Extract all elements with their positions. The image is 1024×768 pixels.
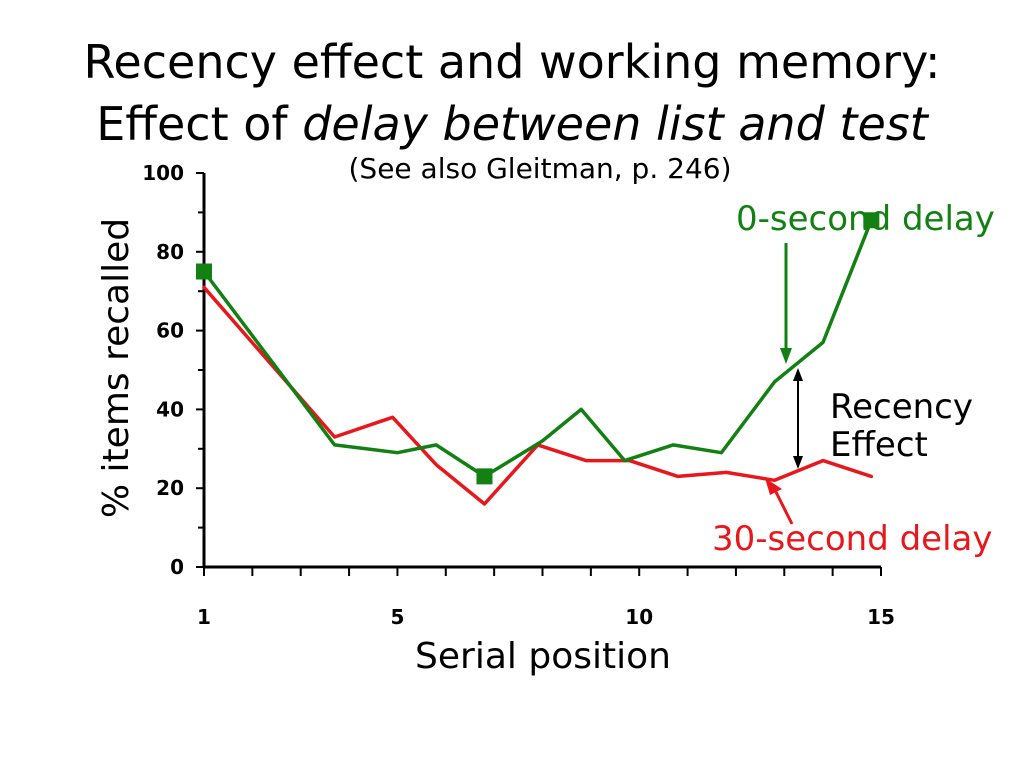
x-tick-label: 1 [197,605,211,629]
title-emphasis: delay between list and test [302,97,928,151]
zero-delay-label: 0-second delay [736,199,995,239]
recency-arrowhead-top [793,368,803,381]
y-tick-label: 0 [170,555,184,579]
chart-title-line-2: Effect of delay between list and test [0,98,1024,150]
x-tick-label: 15 [867,605,895,629]
zero-delay-arrowhead [780,348,792,364]
series-line-0 [202,218,874,479]
x-axis-title: Serial position [415,636,671,677]
markers-layer [196,212,880,485]
chart-title-line-1: Recency effect and working memory: [83,35,941,89]
y-tick-label: 100 [142,161,184,185]
y-tick-label: 40 [156,397,184,421]
series-layer [202,218,874,506]
recency-label-line-2: Effect [830,425,928,465]
thirty-delay-arrowhead [765,478,782,495]
y-tick-label: 20 [156,476,184,500]
y-tick-label: 60 [156,319,184,343]
thirty-delay-arrow [772,487,794,525]
data-point-marker [863,212,880,229]
data-point-marker [196,263,212,280]
series-line-1 [202,285,874,506]
recency-arrowhead-bottom [793,456,803,469]
chart-subtitle: (See also Gleitman, p. 246) [348,152,732,185]
data-point-marker [476,468,493,485]
x-tick-label: 10 [625,605,653,629]
recency-label-line-1: Recency [830,387,973,427]
y-axis-title: % items recalled [96,218,137,518]
thirty-delay-label: 30-second delay [712,519,993,559]
x-tick-label: 5 [390,605,404,629]
title-prefix: Effect of [96,97,303,151]
y-tick-label: 80 [156,240,184,264]
